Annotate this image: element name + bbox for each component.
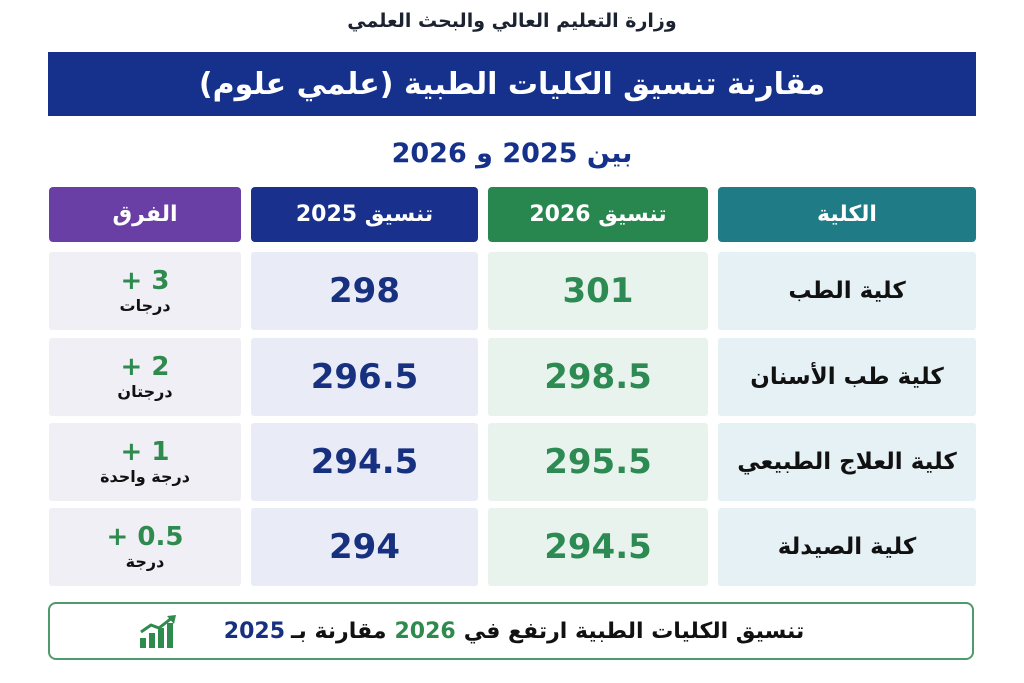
summary-year-new: 2026 (394, 618, 456, 644)
header-difference: الفرق (49, 187, 241, 242)
summary-year-old: 2025 (223, 618, 286, 644)
header-2026: تنسيق 2026 (488, 187, 708, 242)
cell-college: كلية العلاج الطبيعي (718, 423, 976, 501)
cell-difference: + 3 درجات (49, 252, 241, 330)
cell-2025: 294.5 (251, 423, 478, 501)
cell-college: كلية الصيدلة (718, 508, 976, 586)
difference-value: + 3 (120, 266, 170, 297)
difference-unit: درجة واحدة (100, 466, 190, 486)
cell-2026: 295.5 (488, 423, 708, 501)
difference-unit: درجة (125, 551, 165, 571)
cell-2025: 294 (251, 508, 478, 586)
difference-value: + 1 (120, 437, 170, 468)
summary-footer: تنسيق الكليات الطبية ارتفع في 2026 مقارن… (48, 602, 974, 660)
ministry-name: وزارة التعليم العالي والبحث العلمي (347, 10, 677, 32)
header-college: الكلية (718, 187, 976, 242)
difference-unit: درجات (119, 295, 171, 315)
cell-difference: + 2 درجتان (49, 338, 241, 416)
cell-2026: 294.5 (488, 508, 708, 586)
cell-college: كلية الطب (718, 252, 976, 330)
cell-2026: 301 (488, 252, 708, 330)
difference-value: + 0.5 (106, 522, 184, 553)
cell-difference: + 1 درجة واحدة (49, 423, 241, 501)
cell-2026: 298.5 (488, 338, 708, 416)
cell-difference: + 0.5 درجة (49, 508, 241, 586)
page-title: مقارنة تنسيق الكليات الطبية (علمي علوم) (48, 52, 976, 116)
page-subtitle: بين 2025 و 2026 (391, 138, 633, 169)
difference-unit: درجتان (117, 381, 173, 401)
header-2025: تنسيق 2025 (251, 187, 478, 242)
trend-up-chart-icon (140, 615, 176, 648)
summary-text-mid: مقارنة بـ (291, 618, 387, 644)
cell-2025: 298 (251, 252, 478, 330)
cell-2025: 296.5 (251, 338, 478, 416)
difference-value: + 2 (120, 352, 170, 383)
summary-text-start: تنسيق الكليات الطبية ارتفع في (463, 618, 805, 644)
cell-college: كلية طب الأسنان (718, 338, 976, 416)
